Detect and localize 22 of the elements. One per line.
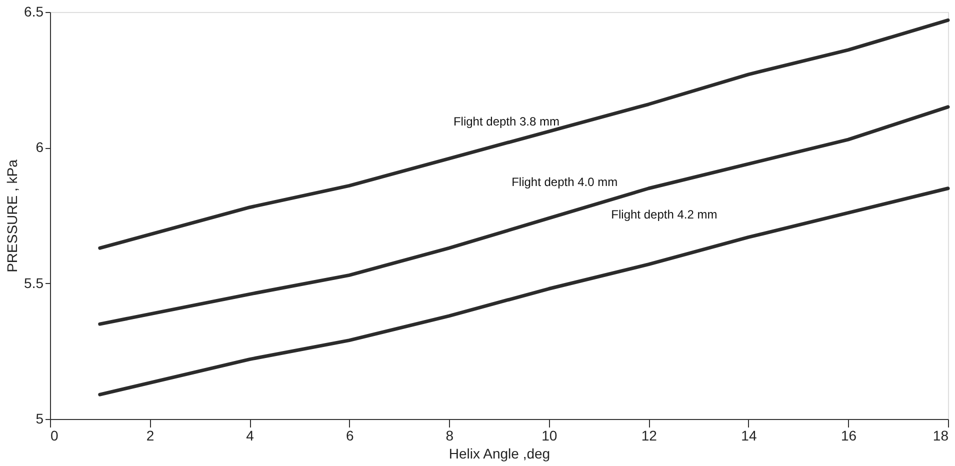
x-tick-label: 12	[641, 428, 658, 444]
x-tick-label: 4	[246, 428, 254, 444]
y-tick-label: 5.5	[24, 274, 44, 291]
annotation: Flight depth 4.0 mm	[512, 175, 618, 190]
y-axis-title: PRESSURE , kPa	[4, 159, 20, 272]
annotation: Flight depth 4.2 mm	[611, 208, 718, 222]
annotation: Flight depth 3.8 mm	[453, 114, 560, 128]
x-tick-label: 16	[840, 428, 857, 444]
x-tick-label: 2	[146, 428, 154, 444]
x-tick-label: 14	[741, 428, 757, 444]
x-tick-label: 0	[50, 428, 58, 444]
x-axis-title: Helix Angle ,deg	[448, 446, 550, 462]
x-tick-label: 8	[446, 428, 454, 444]
x-tick-label: 6	[346, 428, 354, 444]
x-tick-label: 18	[932, 428, 949, 444]
y-tick-label: 6	[36, 139, 44, 156]
y-tick-label: 5	[36, 410, 44, 426]
y-tick-label: 6.5	[24, 4, 44, 20]
x-tick-label: 10	[542, 428, 558, 444]
line-series	[98, 186, 950, 396]
line-series	[98, 105, 950, 326]
line-series	[98, 18, 950, 250]
